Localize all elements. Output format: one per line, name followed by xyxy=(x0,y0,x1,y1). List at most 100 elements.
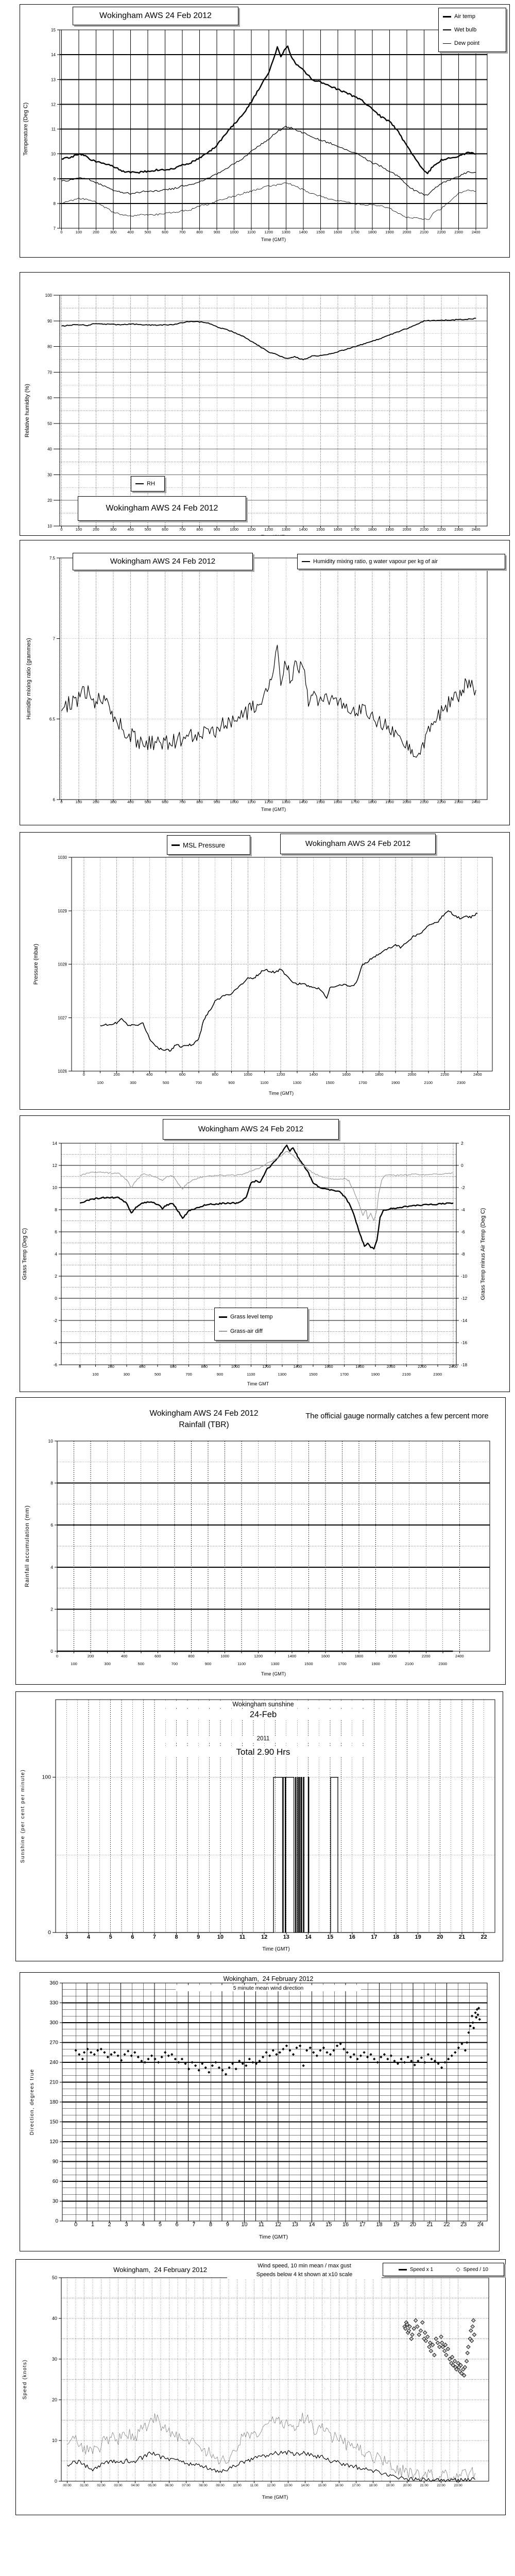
legend-entry-airtemp-2: Dew point xyxy=(443,40,479,46)
svg-text:6: 6 xyxy=(176,2222,179,2228)
gridlines-rain xyxy=(57,1441,490,1651)
svg-text:-2: -2 xyxy=(461,1185,465,1190)
svg-text:16:00: 16:00 xyxy=(335,2484,344,2487)
svg-text:1500: 1500 xyxy=(316,230,325,234)
line-swatch-icon xyxy=(171,844,180,846)
svg-text:100: 100 xyxy=(92,1372,99,1377)
svg-text:0: 0 xyxy=(56,1654,58,1658)
series-airtemp-0 xyxy=(61,45,476,174)
svg-text:1600: 1600 xyxy=(334,230,342,234)
svg-text:2000: 2000 xyxy=(403,230,411,234)
chart-label-rh-title: Wokingham AWS 24 Feb 2012 xyxy=(78,496,246,521)
svg-text:03:00: 03:00 xyxy=(114,2484,123,2487)
svg-text:2000: 2000 xyxy=(403,800,411,804)
svg-text:1200: 1200 xyxy=(254,1654,263,1658)
legend-label: Dew point xyxy=(454,40,479,46)
svg-text:800: 800 xyxy=(196,230,203,234)
chart-label-sun-year: 2011 xyxy=(160,1736,366,1743)
svg-text:2: 2 xyxy=(50,1606,53,1612)
legend-entry-airtemp-0: Air temp xyxy=(443,13,475,20)
svg-text:00:00: 00:00 xyxy=(63,2484,72,2487)
gridlines-airtemp xyxy=(60,30,487,228)
svg-text:8: 8 xyxy=(54,201,56,206)
svg-text:-18: -18 xyxy=(461,1362,468,1367)
svg-text:0: 0 xyxy=(74,2222,77,2228)
svg-text:2100: 2100 xyxy=(402,1372,411,1377)
svg-text:200: 200 xyxy=(93,230,99,234)
svg-text:6: 6 xyxy=(53,798,56,802)
x-axis-title-sun: Time (GMT) xyxy=(262,1946,290,1952)
svg-text:60: 60 xyxy=(47,396,52,400)
svg-text:2: 2 xyxy=(461,1141,464,1146)
svg-text:210: 210 xyxy=(49,2080,58,2086)
svg-text:1300: 1300 xyxy=(282,800,290,804)
legend-entry-grass-1: Grass-air diff xyxy=(219,1328,263,1334)
svg-text:0: 0 xyxy=(60,230,62,234)
svg-text:1800: 1800 xyxy=(368,527,377,532)
svg-text:1700: 1700 xyxy=(351,230,359,234)
svg-text:200: 200 xyxy=(88,1654,94,1658)
svg-text:1100: 1100 xyxy=(247,1372,255,1377)
y-axis-title-pressure: Pressure (mbar) xyxy=(33,944,39,985)
svg-text:4: 4 xyxy=(142,2222,145,2228)
svg-text:1500: 1500 xyxy=(325,1080,334,1085)
svg-text:07:00: 07:00 xyxy=(182,2484,191,2487)
svg-text:1029: 1029 xyxy=(58,909,67,913)
svg-text:1000: 1000 xyxy=(244,1072,252,1077)
svg-text:0: 0 xyxy=(55,2479,57,2484)
svg-text:400: 400 xyxy=(121,1654,128,1658)
svg-text:1900: 1900 xyxy=(371,1662,380,1666)
chart-panel-humidity-mixing-ratio: 0 100 200 300 400 500 600 700 800 900 1000 1100 1200… xyxy=(20,540,510,825)
svg-text:2200: 2200 xyxy=(437,527,446,532)
svg-text:1000: 1000 xyxy=(230,230,238,234)
svg-text:1500: 1500 xyxy=(304,1662,313,1666)
legend-label: Wet bulb xyxy=(454,27,477,33)
svg-text:80: 80 xyxy=(47,345,52,349)
svg-text:200: 200 xyxy=(93,527,99,532)
svg-text:40: 40 xyxy=(47,447,52,452)
svg-text:21: 21 xyxy=(459,1934,465,1940)
svg-text:10: 10 xyxy=(51,152,56,157)
svg-text:1800: 1800 xyxy=(375,1072,384,1077)
legend-label: Humidity mixing ratio, g water vapour pe… xyxy=(313,558,438,565)
legend-entry-speed-1: ◇ Speed / 10 xyxy=(456,2266,488,2273)
gridlines-rh xyxy=(60,295,487,526)
svg-text:5: 5 xyxy=(159,2222,162,2228)
svg-text:01:00: 01:00 xyxy=(80,2484,89,2487)
svg-text:1700: 1700 xyxy=(358,1080,367,1085)
svg-text:14:00: 14:00 xyxy=(301,2484,310,2487)
chart-label-sun-title: Wokingham sunshine xyxy=(160,1701,366,1708)
svg-text:90: 90 xyxy=(53,2159,59,2165)
chart-svg-dir: 0 1 2 3 4 5 6 7 8 9 10 11 12 13 14 15 16 17 18 19 20 21 22 23 24… xyxy=(29,1980,488,2240)
chart-label-rain-title: Wokingham AWS 24 Feb 2012 xyxy=(149,1409,259,1418)
line-swatch-icon xyxy=(219,1331,227,1332)
svg-text:1028: 1028 xyxy=(58,962,67,967)
svg-text:900: 900 xyxy=(228,1080,235,1085)
svg-text:1: 1 xyxy=(91,2222,94,2228)
svg-text:1600: 1600 xyxy=(321,1654,330,1658)
svg-text:30: 30 xyxy=(52,2357,57,2362)
series-grass-0 xyxy=(79,1144,454,1250)
svg-text:200: 200 xyxy=(93,800,99,804)
svg-text:500: 500 xyxy=(145,230,151,234)
svg-text:12: 12 xyxy=(261,1934,267,1940)
svg-text:300: 300 xyxy=(110,800,117,804)
svg-text:1900: 1900 xyxy=(385,800,394,804)
svg-text:50: 50 xyxy=(47,421,52,426)
svg-text:1200: 1200 xyxy=(277,1072,285,1077)
series-sun-0 xyxy=(66,1777,484,1933)
svg-text:-12: -12 xyxy=(461,1296,468,1301)
svg-text:2400: 2400 xyxy=(455,1654,464,1658)
svg-text:120: 120 xyxy=(49,2139,58,2145)
svg-text:70: 70 xyxy=(47,370,52,375)
chart-label-mix-title: Wokingham AWS 24 Feb 2012 xyxy=(73,553,253,570)
svg-text:2200: 2200 xyxy=(422,1654,431,1658)
svg-text:9: 9 xyxy=(197,1934,200,1940)
svg-text:50: 50 xyxy=(52,2275,57,2280)
svg-text:1400: 1400 xyxy=(299,800,308,804)
svg-text:3: 3 xyxy=(65,1934,68,1940)
svg-text:7: 7 xyxy=(153,1934,156,1940)
line-swatch-icon xyxy=(443,29,451,30)
chart-label-pressure-title: Wokingham AWS 24 Feb 2012 xyxy=(280,834,436,854)
line-swatch-icon xyxy=(135,483,144,484)
